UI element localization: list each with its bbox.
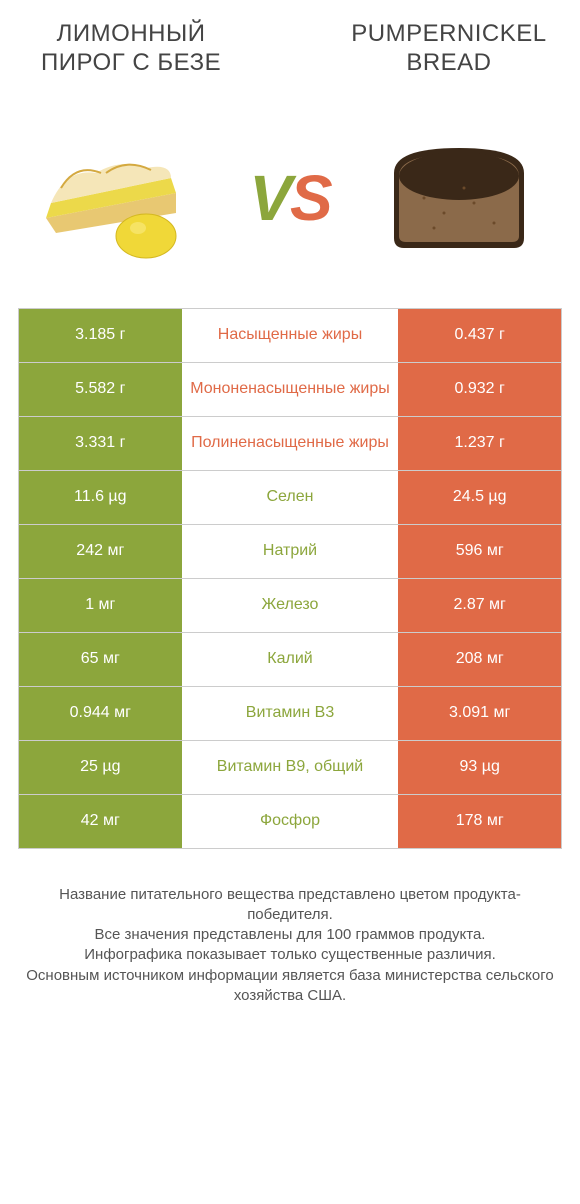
header: Лимонный пирог с безе Pumpernickel Bread — [16, 20, 564, 78]
table-row: 11.6 µgСелен24.5 µg — [19, 471, 561, 525]
table-row: 3.185 гНасыщенные жиры0.437 г — [19, 309, 561, 363]
left-value: 1 мг — [19, 579, 182, 632]
right-value: 3.091 мг — [398, 687, 561, 740]
nutrient-label: Витамин B9, общий — [182, 741, 399, 794]
lemon-pie-image — [26, 128, 216, 268]
nutrient-label: Витамин B3 — [182, 687, 399, 740]
left-value: 25 µg — [19, 741, 182, 794]
right-value: 0.932 г — [398, 363, 561, 416]
lemon-pie-icon — [26, 128, 216, 268]
left-value: 0.944 мг — [19, 687, 182, 740]
left-value: 11.6 µg — [19, 471, 182, 524]
right-value: 1.237 г — [398, 417, 561, 470]
left-value: 42 мг — [19, 795, 182, 848]
right-title: Pumpernickel Bread — [334, 20, 564, 78]
nutrient-label: Калий — [182, 633, 399, 686]
images-row: VS — [16, 118, 564, 278]
right-value: 0.437 г — [398, 309, 561, 362]
table-row: 3.331 гПолиненасыщенные жиры1.237 г — [19, 417, 561, 471]
footer-line-1: Название питательного вещества представл… — [26, 885, 554, 926]
vs-letter-s: S — [290, 162, 331, 234]
right-value: 178 мг — [398, 795, 561, 848]
footer-line-2: Все значения представлены для 100 граммо… — [26, 925, 554, 945]
right-value: 596 мг — [398, 525, 561, 578]
table-row: 42 мгФосфор178 мг — [19, 795, 561, 849]
right-value: 208 мг — [398, 633, 561, 686]
vs-badge: VS — [249, 161, 330, 235]
right-value: 24.5 µg — [398, 471, 561, 524]
left-value: 3.185 г — [19, 309, 182, 362]
table-row: 1 мгЖелезо2.87 мг — [19, 579, 561, 633]
nutrient-label: Фосфор — [182, 795, 399, 848]
left-title: Лимонный пирог с безе — [16, 20, 246, 78]
nutrient-label: Натрий — [182, 525, 399, 578]
footer-line-4: Основным источником информации является … — [26, 966, 554, 1007]
left-value: 5.582 г — [19, 363, 182, 416]
left-value: 242 мг — [19, 525, 182, 578]
left-value: 65 мг — [19, 633, 182, 686]
nutrient-label: Железо — [182, 579, 399, 632]
nutrient-label: Полиненасыщенные жиры — [182, 417, 399, 470]
left-value: 3.331 г — [19, 417, 182, 470]
vs-letter-v: V — [249, 162, 290, 234]
nutrient-label: Мононенасыщенные жиры — [182, 363, 399, 416]
nutrient-table: 3.185 гНасыщенные жиры0.437 г5.582 гМоно… — [18, 308, 562, 849]
nutrient-label: Селен — [182, 471, 399, 524]
footer-line-3: Инфографика показывает только существенн… — [26, 945, 554, 965]
table-row: 0.944 мгВитамин B33.091 мг — [19, 687, 561, 741]
table-row: 65 мгКалий208 мг — [19, 633, 561, 687]
table-row: 5.582 гМононенасыщенные жиры0.932 г — [19, 363, 561, 417]
footer-text: Название питательного вещества представл… — [16, 885, 564, 1007]
table-row: 25 µgВитамин B9, общий93 µg — [19, 741, 561, 795]
pumpernickel-icon — [364, 128, 554, 268]
right-value: 93 µg — [398, 741, 561, 794]
right-value: 2.87 мг — [398, 579, 561, 632]
nutrient-label: Насыщенные жиры — [182, 309, 399, 362]
pumpernickel-image — [364, 128, 554, 268]
table-row: 242 мгНатрий596 мг — [19, 525, 561, 579]
